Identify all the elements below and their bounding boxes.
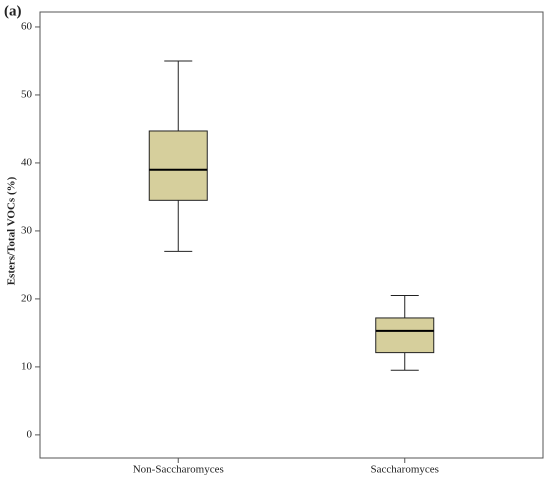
y-tick-label: 20: [21, 292, 33, 304]
box: [148, 130, 208, 201]
y-tick-label: 50: [21, 88, 33, 100]
y-tick-label: 40: [21, 156, 33, 168]
box: [375, 317, 435, 354]
y-axis-label: Esters/Total VOCs (%): [6, 176, 18, 285]
plot-frame: [39, 11, 544, 459]
chart-title: (a): [4, 3, 22, 19]
y-tick-label: 10: [21, 360, 33, 372]
x-tick-label: Non-Saccharomyces: [133, 464, 224, 476]
x-tick-label: Saccharomyces: [371, 464, 439, 476]
y-tick-label: 0: [27, 428, 33, 440]
y-tick-label: 60: [21, 20, 33, 32]
y-tick-label: 30: [21, 224, 33, 236]
